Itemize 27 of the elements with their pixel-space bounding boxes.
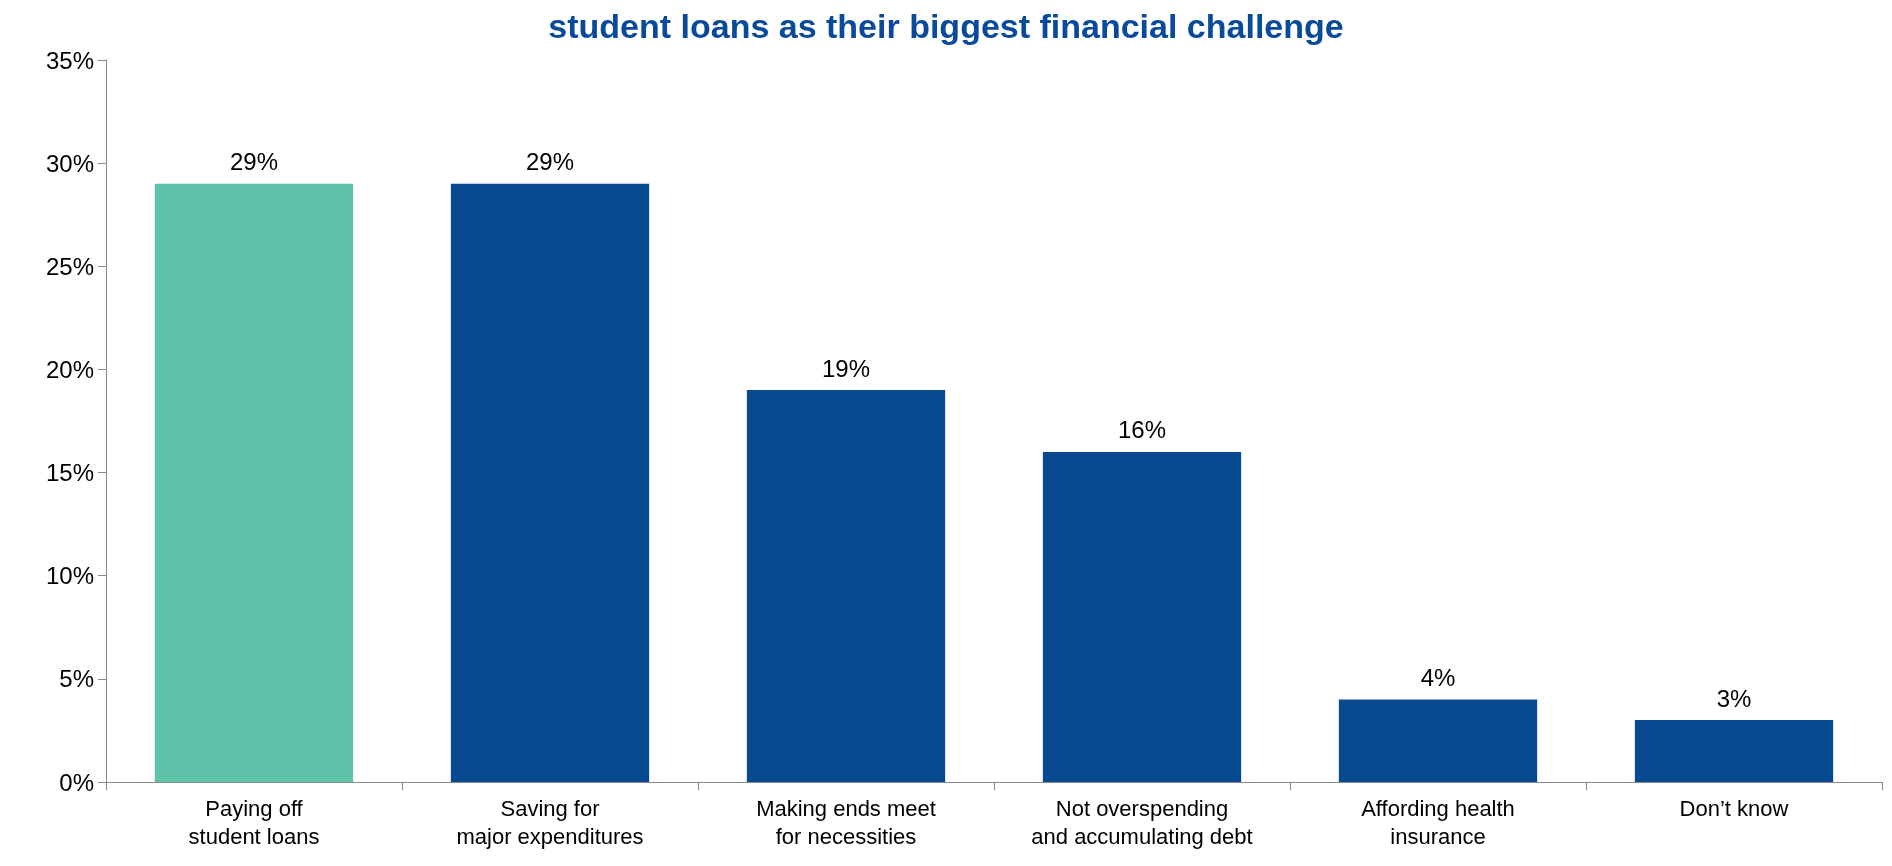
y-tick-label: 5% (59, 665, 94, 693)
data-label: 29% (525, 148, 575, 176)
data-label: 4% (1420, 663, 1456, 691)
y-tick-label: 25% (45, 252, 94, 280)
data-label: 19% (821, 354, 871, 382)
x-tick-label: Saving for major expenditures (456, 795, 644, 849)
y-tick-label: 10% (45, 562, 94, 590)
bar (1338, 699, 1538, 782)
y-tick-label: 20% (45, 355, 94, 383)
x-tick-label: Don’t know (1679, 795, 1789, 821)
x-tick-label: Not overspending and accumulating debt (1031, 795, 1253, 849)
bar (450, 183, 650, 782)
y-tick-label: 15% (45, 459, 94, 487)
data-label: 16% (1117, 416, 1167, 444)
bar (1634, 720, 1834, 782)
y-tick-label: 0% (59, 768, 94, 796)
x-tick-label: Making ends meet for necessities (756, 795, 936, 849)
bar (746, 390, 946, 782)
x-tick-label: Affording health insurance (1361, 795, 1515, 849)
data-label: 29% (229, 148, 279, 176)
chart-title: student loans as their biggest financial challenge (548, 7, 1344, 45)
y-tick-label: 35% (45, 46, 94, 74)
x-tick-label: Paying off student loans (188, 795, 320, 849)
bar (154, 183, 354, 782)
y-tick-label: 30% (45, 149, 94, 177)
data-label: 3% (1716, 684, 1752, 712)
bar (1042, 451, 1242, 782)
